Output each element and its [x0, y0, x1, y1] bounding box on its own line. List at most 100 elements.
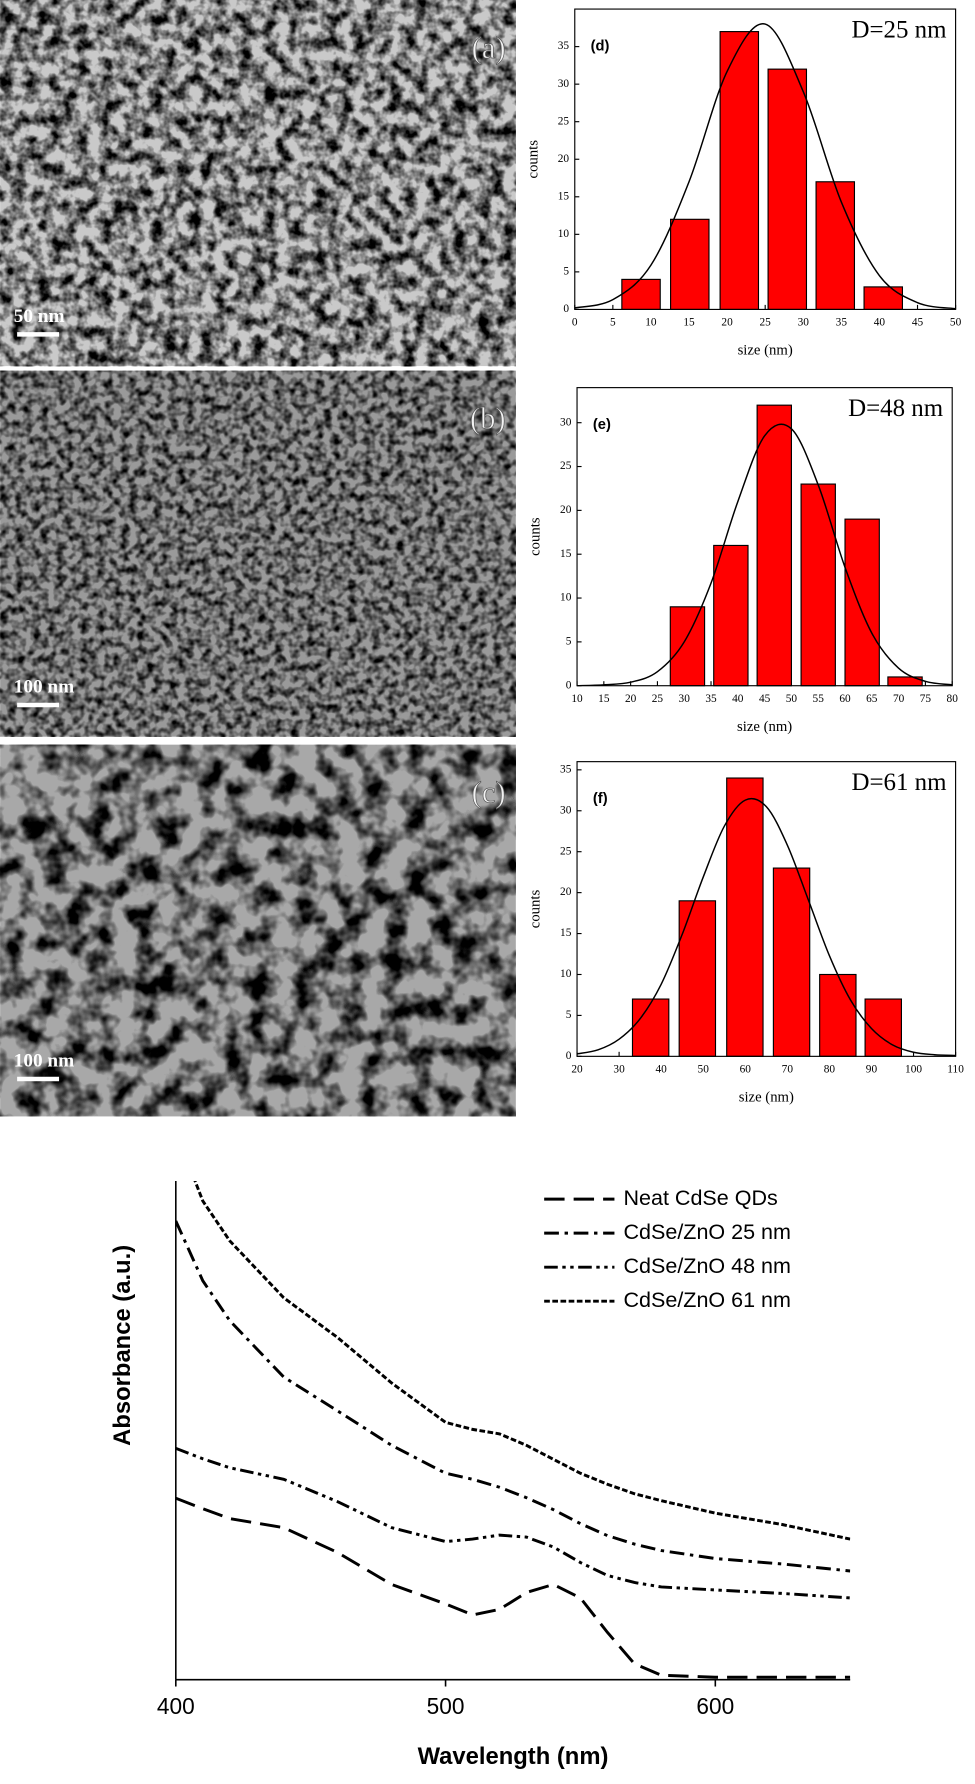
annotation: D=61 nm [851, 769, 946, 796]
image-label: (a) [472, 31, 506, 65]
x-tick-label: 45 [759, 693, 771, 705]
x-tick-label: 80 [824, 1064, 836, 1076]
x-tick-label: 50 [698, 1064, 710, 1076]
y-tick-label: 5 [563, 265, 569, 277]
y-tick-label: 15 [560, 927, 572, 939]
panel-label: (d) [591, 38, 610, 54]
x-tick-label: 65 [866, 693, 878, 705]
sem-texture [0, 744, 516, 1117]
x-tick-label: 30 [679, 693, 691, 705]
x-tick-label: 40 [732, 693, 744, 705]
x-tick-label: 45 [912, 317, 924, 329]
image-label: (c) [472, 776, 506, 810]
panel-label: (e) [593, 417, 611, 433]
x-axis-label: size (nm) [739, 1090, 794, 1106]
scale-bar-label: 100 nm [14, 676, 74, 697]
x-tick-label: 25 [760, 317, 772, 329]
sem-texture [0, 0, 516, 367]
x-tick-label: 15 [683, 317, 695, 329]
annotation: D=25 nm [851, 16, 946, 43]
bar [678, 900, 717, 1057]
bar [726, 777, 764, 1057]
x-tick-label: 15 [598, 693, 610, 705]
bar [844, 518, 880, 687]
x-tick-label: 0 [572, 317, 578, 329]
x-tick-label: 30 [613, 1064, 625, 1076]
series-line [175, 1446, 851, 1600]
y-tick-label: 20 [558, 153, 570, 165]
y-tick-label: 15 [558, 190, 570, 202]
y-tick-label: 35 [560, 763, 572, 775]
y-tick-label: 35 [558, 40, 570, 52]
plot-frame [576, 761, 957, 1057]
y-axis-label: Absorbance (a.u.) [109, 1245, 136, 1446]
bar [800, 483, 836, 687]
bar [863, 286, 904, 310]
image-label: (b) [470, 402, 506, 436]
fit-curve [577, 797, 956, 1057]
x-tick-label: 500 [427, 1693, 465, 1719]
x-tick-label: 70 [782, 1064, 794, 1076]
x-tick-label: 400 [157, 1693, 195, 1719]
y-tick-label: 5 [566, 635, 572, 647]
x-tick-label: 110 [947, 1064, 964, 1076]
x-tick-label: 20 [721, 317, 733, 329]
fit-curve [574, 23, 956, 310]
y-tick-label: 25 [560, 460, 572, 472]
y-tick-label: 25 [560, 845, 572, 857]
sem-image-b [0, 370, 516, 737]
bar [621, 278, 661, 310]
y-axis-label: counts [525, 140, 541, 179]
x-axis-label: size (nm) [737, 719, 792, 735]
x-tick-label: 60 [740, 1064, 752, 1076]
x-tick-label: 30 [798, 317, 810, 329]
series-line [175, 1496, 851, 1679]
x-tick-label: 60 [839, 693, 851, 705]
y-axis-label: counts [528, 517, 544, 556]
bar [670, 218, 710, 310]
series-line [175, 1220, 851, 1573]
x-tick-label: 70 [893, 693, 905, 705]
x-tick-label: 25 [652, 693, 664, 705]
bar [719, 31, 760, 310]
y-tick-label: 10 [558, 228, 570, 240]
fit-curve [577, 423, 953, 686]
bar [756, 404, 792, 687]
x-tick-label: 20 [571, 1064, 583, 1076]
x-axis-label: size (nm) [738, 343, 793, 359]
x-tick-label: 10 [645, 317, 657, 329]
bar [669, 606, 706, 687]
x-tick-label: 20 [625, 693, 637, 705]
y-tick-label: 0 [563, 303, 569, 315]
x-tick-label: 55 [813, 693, 825, 705]
x-tick-label: 10 [571, 693, 583, 705]
y-tick-label: 20 [560, 504, 572, 516]
legend-label: CdSe/ZnO 48 nm [624, 1254, 791, 1278]
x-tick-label: 35 [705, 693, 717, 705]
x-tick-label: 35 [836, 317, 848, 329]
x-tick-label: 5 [610, 317, 616, 329]
y-tick-label: 30 [558, 78, 570, 90]
y-tick-label: 25 [558, 115, 570, 127]
x-tick-label: 50 [786, 693, 798, 705]
sem-image-c [0, 744, 516, 1117]
x-tick-label: 90 [866, 1064, 878, 1076]
bar [631, 998, 670, 1057]
x-tick-label: 80 [947, 693, 959, 705]
y-tick-label: 0 [566, 1050, 572, 1062]
x-tick-label: 40 [874, 317, 886, 329]
plot-frame [576, 387, 953, 687]
annotation: D=48 nm [848, 395, 943, 422]
legend-label: Neat CdSe QDs [624, 1186, 778, 1210]
legend-label: CdSe/ZnO 25 nm [624, 1220, 791, 1244]
y-tick-label: 20 [560, 886, 572, 898]
y-tick-label: 15 [560, 548, 572, 560]
y-tick-label: 0 [566, 679, 572, 691]
x-axis-label: Wavelength (nm) [418, 1743, 609, 1770]
x-tick-label: 100 [905, 1064, 922, 1076]
y-tick-label: 10 [560, 592, 572, 604]
scale-bar-label: 50 nm [14, 306, 65, 327]
x-tick-label: 50 [950, 317, 962, 329]
